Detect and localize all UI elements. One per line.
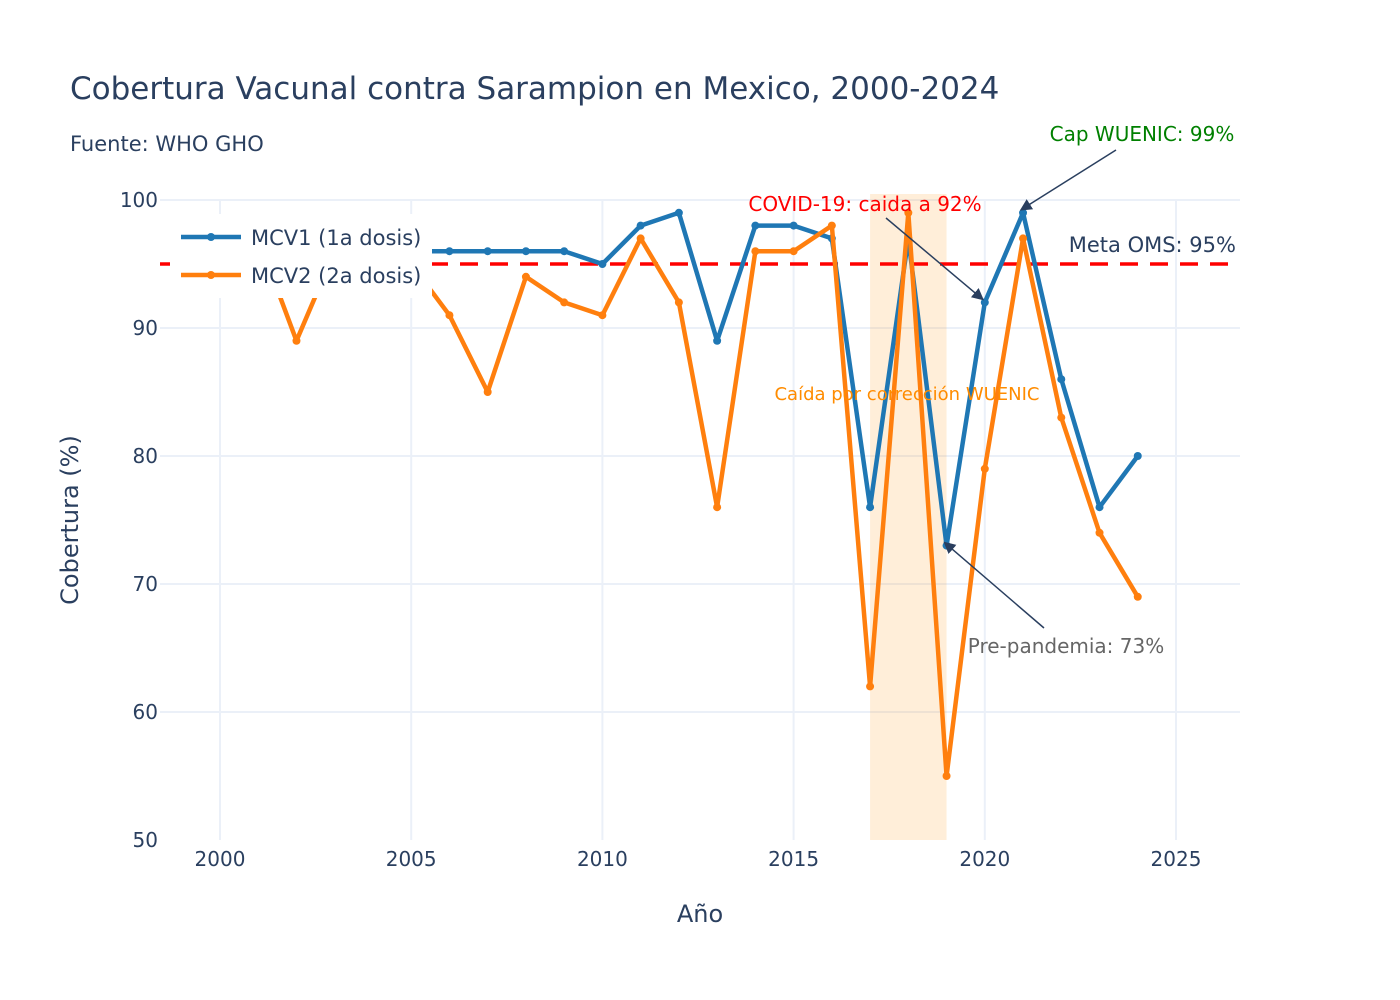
x-axis-label: Año xyxy=(677,900,723,928)
x-tick-label: 2015 xyxy=(768,847,819,871)
data-point xyxy=(789,247,798,256)
x-tick-label: 2005 xyxy=(386,847,437,871)
data-point xyxy=(521,272,530,281)
data-point xyxy=(942,772,951,780)
shaded-region-label: Caída por corrección WUENIC xyxy=(774,384,1039,405)
data-point xyxy=(445,247,454,256)
annotation-arrow xyxy=(943,541,1045,629)
data-point xyxy=(713,336,722,345)
data-point xyxy=(980,298,989,307)
chart-subtitle: Fuente: WHO GHO xyxy=(70,132,264,156)
legend-marker xyxy=(207,233,215,241)
annotation-arrow xyxy=(885,217,984,301)
data-point xyxy=(292,336,301,345)
data-point xyxy=(560,247,569,256)
data-point xyxy=(1133,592,1142,601)
data-point xyxy=(445,311,454,320)
data-point xyxy=(560,298,569,307)
y-tick-label: 50 xyxy=(133,828,158,852)
annotation-label: Pre-pandemia: 73% xyxy=(968,634,1164,658)
data-point xyxy=(598,260,607,268)
data-point xyxy=(713,503,722,512)
data-point xyxy=(636,234,645,243)
annotation-label: Cap WUENIC: 99% xyxy=(1050,122,1235,146)
x-tick-label: 2025 xyxy=(1151,847,1202,871)
data-point xyxy=(1019,208,1028,217)
data-point xyxy=(1057,375,1066,384)
data-point xyxy=(598,311,607,320)
data-point xyxy=(866,503,875,512)
data-point xyxy=(751,221,760,230)
y-tick-label: 70 xyxy=(133,572,158,596)
data-point xyxy=(827,221,836,230)
legend-label[interactable]: MCV1 (1a dosis) xyxy=(251,226,421,250)
data-point xyxy=(674,208,683,217)
legend-label[interactable]: MCV2 (2a dosis) xyxy=(251,264,421,288)
y-tick-label: 100 xyxy=(120,188,158,212)
annotation-label: COVID-19: caida a 92% xyxy=(748,192,981,216)
y-tick-label: 80 xyxy=(133,444,158,468)
chart-title: Cobertura Vacunal contra Sarampion en Me… xyxy=(70,71,999,107)
data-point xyxy=(942,541,951,550)
data-point xyxy=(789,221,798,230)
data-point xyxy=(904,208,913,217)
x-tick-label: 2010 xyxy=(577,847,628,871)
y-tick-label: 60 xyxy=(133,700,158,724)
data-point xyxy=(980,464,989,473)
y-tick-label: 90 xyxy=(133,316,158,340)
annotation-arrow xyxy=(1019,149,1117,211)
data-point xyxy=(521,247,530,256)
data-point xyxy=(483,247,492,256)
data-point xyxy=(1095,528,1104,537)
reference-line-label: Meta OMS: 95% xyxy=(1069,233,1236,257)
data-point xyxy=(1095,503,1104,512)
y-axis-label: Cobertura (%) xyxy=(56,435,84,605)
legend-marker xyxy=(207,271,215,279)
data-point xyxy=(1019,234,1028,243)
data-point xyxy=(636,221,645,230)
data-point xyxy=(1057,413,1066,422)
data-point xyxy=(483,388,492,396)
data-point xyxy=(674,298,683,307)
data-point xyxy=(866,682,875,691)
data-point xyxy=(751,247,760,256)
data-point xyxy=(1133,452,1142,460)
legend xyxy=(170,214,432,298)
x-tick-label: 2000 xyxy=(195,847,246,871)
x-tick-label: 2020 xyxy=(959,847,1010,871)
